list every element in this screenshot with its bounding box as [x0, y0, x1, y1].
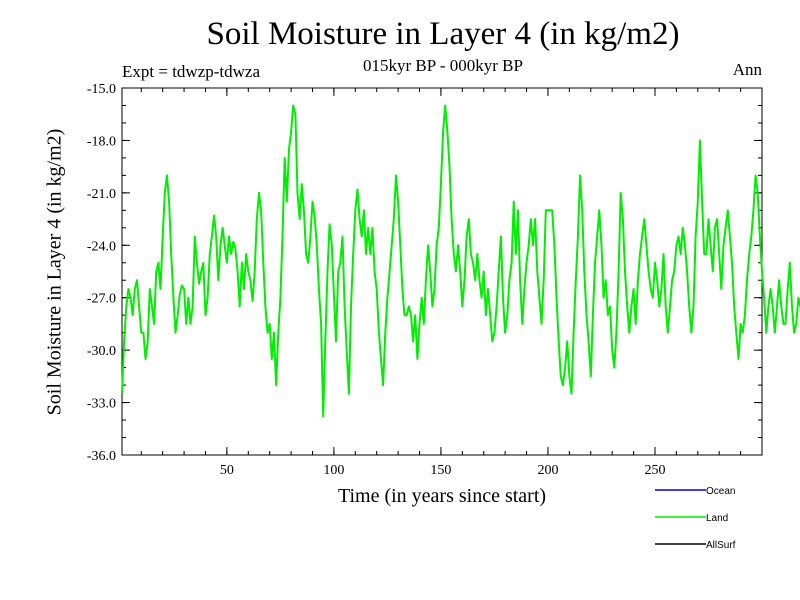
x-tick-label: 250: [644, 463, 665, 478]
axis-ticks: -15.0 -18.0 -21.0 -24.0 -27.0 -30.0 -33.0 -36.0…: [87, 82, 762, 478]
series-line-land: [121, 104, 800, 418]
x-tick-label: 100: [323, 463, 344, 478]
legend-label-ocean: Ocean: [706, 486, 735, 497]
legend-label-allsurf: AllSurf: [706, 540, 736, 551]
series-group: [121, 104, 800, 418]
y-tick-label: -27.0: [87, 292, 116, 307]
x-axis-label: Time (in years since start): [337, 485, 547, 507]
chart-subtitle: 015kyr BP - 000kyr BP: [363, 56, 523, 75]
legend: Ocean Land AllSurf: [655, 486, 736, 551]
y-tick-label: -15.0: [87, 82, 116, 97]
y-tick-label: -18.0: [87, 134, 116, 149]
experiment-label: Expt = tdwzp-tdwza: [122, 62, 260, 81]
season-label: Ann: [732, 60, 762, 79]
legend-label-land: Land: [706, 513, 728, 524]
y-tick-label: -30.0: [87, 344, 116, 359]
y-tick-label: -21.0: [87, 187, 116, 202]
y-tick-label: -33.0: [87, 397, 116, 412]
x-tick-label: 200: [537, 463, 558, 478]
y-tick-label: -24.0: [87, 239, 116, 254]
x-tick-label: 50: [220, 463, 234, 478]
chart-title: Soil Moisture in Layer 4 (in kg/m2): [206, 16, 680, 52]
x-tick-label: 150: [430, 463, 451, 478]
y-tick-label: -36.0: [87, 449, 116, 464]
